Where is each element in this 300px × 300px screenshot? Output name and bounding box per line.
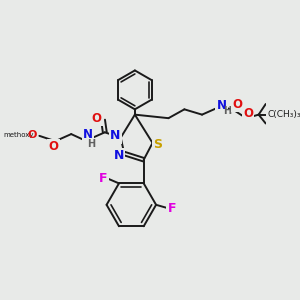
Text: O: O xyxy=(49,140,58,153)
Text: H: H xyxy=(88,139,96,149)
Text: S: S xyxy=(153,138,162,151)
Text: N: N xyxy=(83,128,93,142)
Text: N: N xyxy=(110,129,121,142)
Text: O: O xyxy=(28,130,37,140)
Text: O: O xyxy=(243,107,253,120)
Text: methoxy: methoxy xyxy=(4,132,34,138)
Text: O: O xyxy=(232,98,242,110)
Text: F: F xyxy=(168,202,176,215)
Text: H: H xyxy=(223,106,231,116)
Text: N: N xyxy=(217,99,226,112)
Text: F: F xyxy=(99,172,107,184)
Text: N: N xyxy=(114,149,124,162)
Text: C(CH₃)₃: C(CH₃)₃ xyxy=(268,110,300,119)
Text: O: O xyxy=(92,112,102,125)
